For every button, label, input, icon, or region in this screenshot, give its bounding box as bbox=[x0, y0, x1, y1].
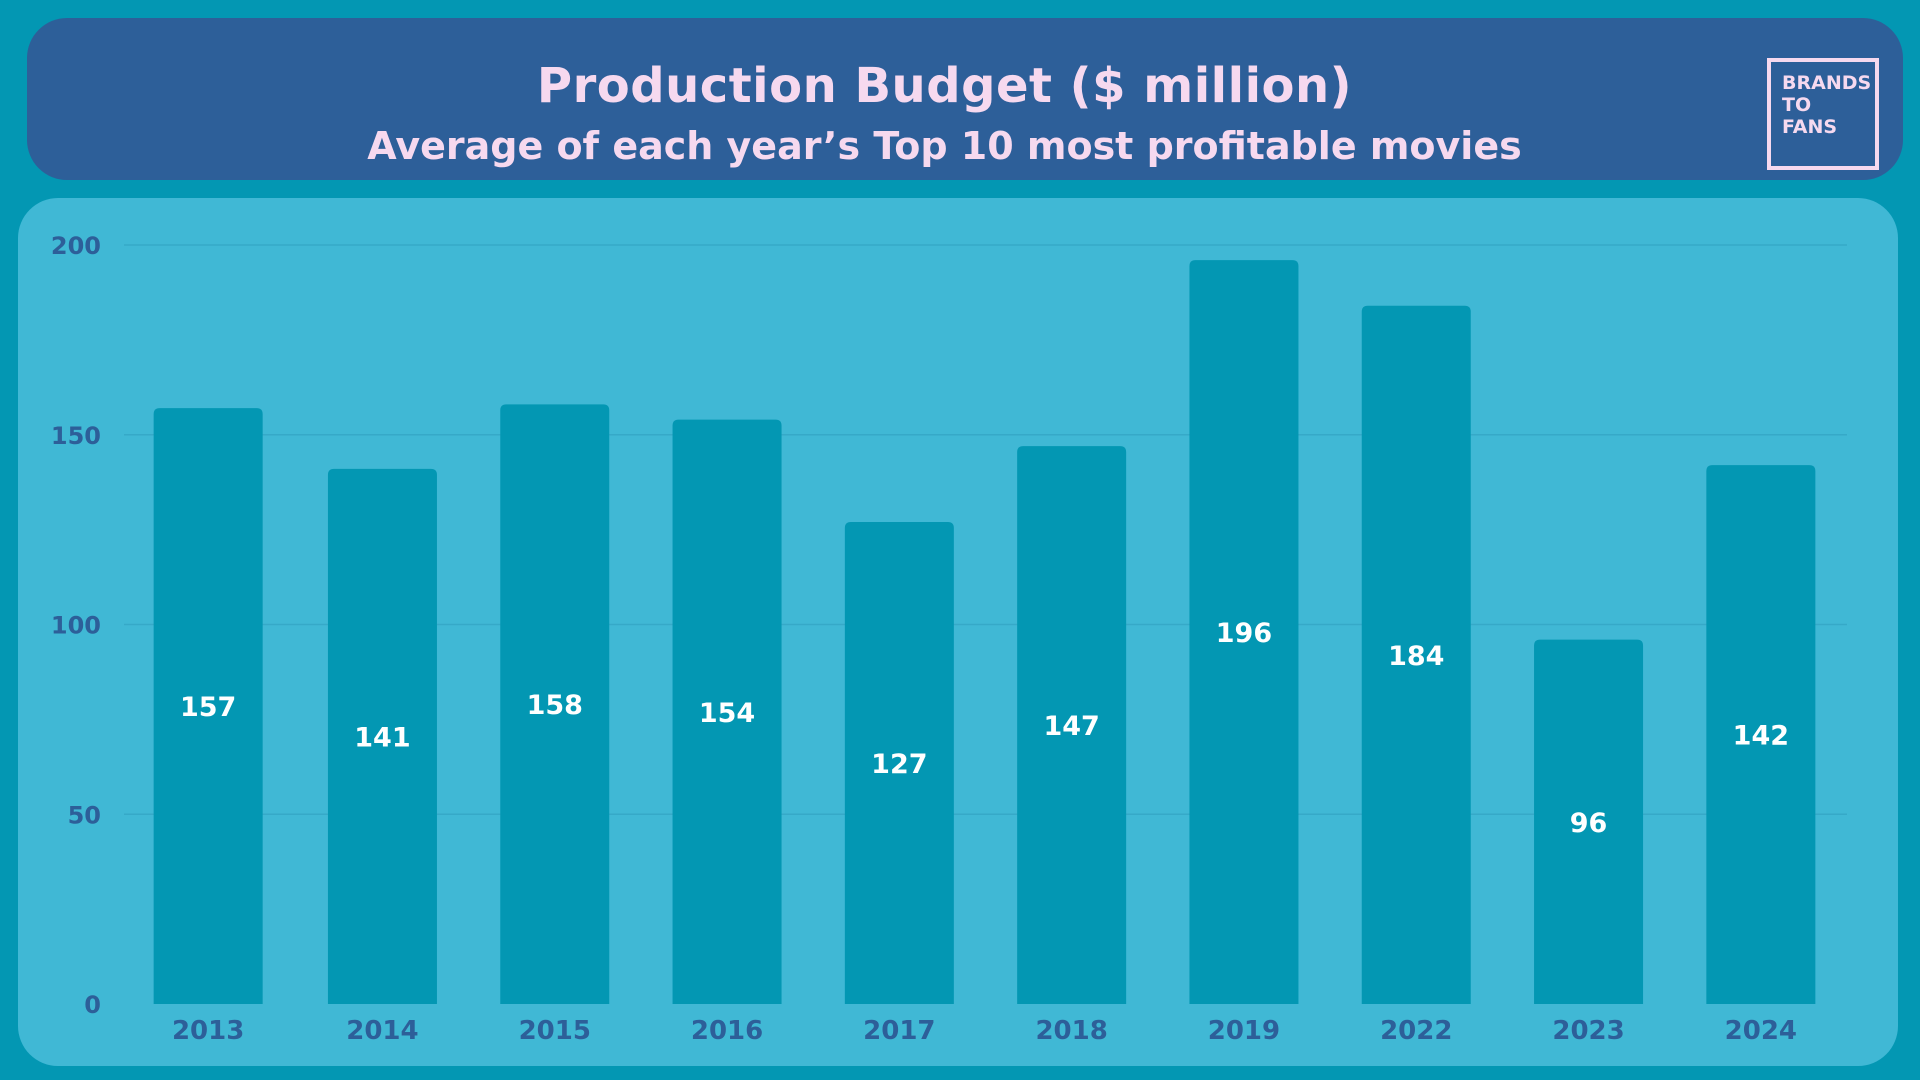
x-tick-label: 2019 bbox=[1208, 1016, 1280, 1046]
bar bbox=[1706, 465, 1816, 1004]
logo-line-1: BRANDS bbox=[1782, 72, 1872, 94]
data-label: 142 bbox=[1733, 721, 1789, 752]
x-tick-label: 2018 bbox=[1035, 1016, 1107, 1046]
data-label: 184 bbox=[1388, 641, 1444, 672]
x-tick-label: 2022 bbox=[1380, 1016, 1452, 1046]
x-tick-label: 2023 bbox=[1552, 1016, 1624, 1046]
y-tick-label: 50 bbox=[68, 801, 101, 829]
bar bbox=[1534, 639, 1644, 1004]
data-label: 141 bbox=[354, 722, 410, 753]
x-tick-label: 2024 bbox=[1725, 1016, 1797, 1046]
data-label: 127 bbox=[871, 749, 927, 780]
data-label: 154 bbox=[699, 698, 755, 729]
y-tick-label: 100 bbox=[51, 612, 101, 640]
x-tick-label: 2013 bbox=[172, 1016, 244, 1046]
logo-line-2: TO bbox=[1782, 94, 1812, 116]
bar bbox=[672, 419, 782, 1004]
bar bbox=[1361, 305, 1471, 1005]
x-tick-label: 2017 bbox=[863, 1016, 935, 1046]
y-tick-label: 0 bbox=[84, 991, 101, 1019]
data-label: 96 bbox=[1570, 808, 1608, 839]
data-label: 147 bbox=[1043, 711, 1099, 742]
chart-title: Production Budget ($ million) bbox=[536, 58, 1353, 114]
data-label: 158 bbox=[527, 690, 583, 721]
chart-subtitle: Average of each year’s Top 10 most profi… bbox=[367, 124, 1522, 168]
bar bbox=[500, 404, 610, 1004]
bar bbox=[327, 468, 437, 1004]
y-tick-label: 150 bbox=[51, 422, 101, 450]
bar bbox=[153, 408, 263, 1004]
x-tick-label: 2014 bbox=[346, 1016, 418, 1046]
data-label: 157 bbox=[180, 692, 236, 723]
bar bbox=[1189, 260, 1299, 1004]
logo-line-3: FANS bbox=[1782, 116, 1838, 138]
x-tick-label: 2015 bbox=[519, 1016, 591, 1046]
bar bbox=[1017, 446, 1127, 1004]
bar bbox=[844, 522, 954, 1004]
y-tick-label: 200 bbox=[51, 232, 101, 260]
header-banner: Production Budget ($ million) Average of… bbox=[27, 18, 1903, 180]
x-tick-label: 2016 bbox=[691, 1016, 763, 1046]
data-label: 196 bbox=[1216, 618, 1272, 649]
brand-logo: BRANDS TO FANS bbox=[1767, 58, 1879, 170]
